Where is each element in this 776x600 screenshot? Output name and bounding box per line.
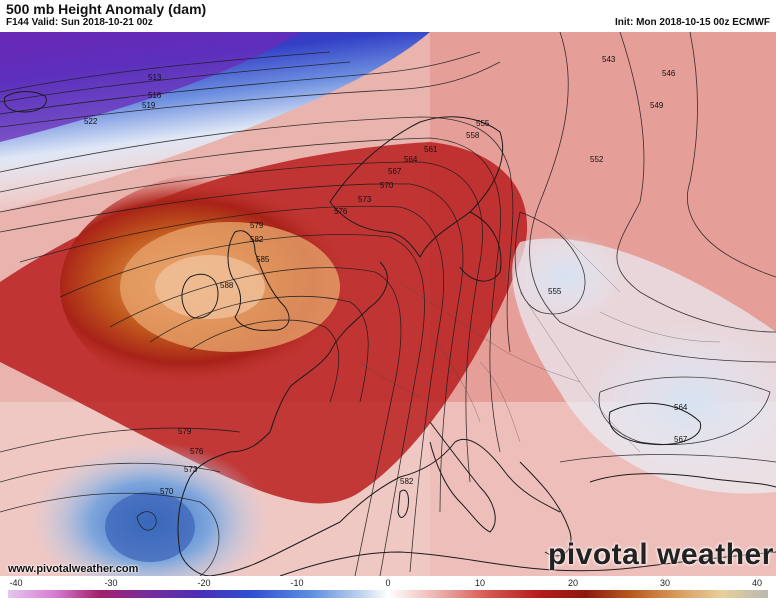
contour-label: 555 [476, 119, 490, 128]
colorbar-ticks: -40 -30 -20 -10 0 10 20 30 40 [0, 578, 776, 590]
init-time: Init: Mon 2018-10-15 00z ECMWF [614, 17, 770, 28]
colorbar-tick: 30 [659, 578, 671, 588]
contour-label: 561 [424, 145, 438, 154]
contour-label: 516 [148, 91, 162, 100]
colorbar-tick: 0 [385, 578, 391, 588]
map-title: 500 mb Height Anomaly (dam) [6, 1, 207, 17]
contour-label: 522 [84, 117, 98, 126]
contour-label: 582 [250, 235, 264, 244]
anomaly-map[interactable]: 513 516 519 522 543 546 549 552 555 558 … [0, 32, 776, 576]
contour-label: 579 [178, 427, 192, 436]
colorbar [8, 590, 768, 598]
contour-label: 543 [602, 55, 616, 64]
contour-label: 573 [358, 195, 372, 204]
colorbar-tick: 10 [474, 578, 486, 588]
colorbar-tick: -20 [197, 578, 211, 588]
colorbar-tick: -40 [9, 578, 23, 588]
colorbar-tick: -30 [104, 578, 118, 588]
contour-label: 564 [674, 403, 688, 412]
contour-label: 564 [404, 155, 418, 164]
contour-label: 567 [388, 167, 402, 176]
contour-label: 570 [380, 181, 394, 190]
website-url: www.pivotalweather.com [8, 563, 139, 575]
contour-label: 552 [590, 155, 604, 164]
brand-logo: pivotal weather [548, 538, 774, 571]
contour-label: 570 [160, 487, 174, 496]
contour-label: 519 [142, 101, 156, 110]
colorbar-tick: 20 [567, 578, 579, 588]
valid-time: F144 Valid: Sun 2018-10-21 00z [6, 17, 153, 28]
contour-label: 576 [334, 207, 348, 216]
contour-label: 582 [400, 477, 414, 486]
contour-label: 579 [250, 221, 264, 230]
header: 500 mb Height Anomaly (dam) F144 Valid: … [0, 0, 776, 32]
contour-label: 576 [190, 447, 204, 456]
contour-label: 546 [662, 69, 676, 78]
contour-label: 567 [674, 435, 688, 444]
contour-label: 585 [256, 255, 270, 264]
contour-label: 549 [650, 101, 664, 110]
contour-label: 558 [466, 131, 480, 140]
map-canvas: 513 516 519 522 543 546 549 552 555 558 … [0, 32, 776, 576]
colorbar-tick: 40 [751, 578, 763, 588]
contour-label: 513 [148, 73, 162, 82]
contour-label: 588 [220, 281, 234, 290]
contour-label: 573 [184, 465, 198, 474]
contour-label: 555 [548, 287, 562, 296]
colorbar-tick: -10 [290, 578, 304, 588]
